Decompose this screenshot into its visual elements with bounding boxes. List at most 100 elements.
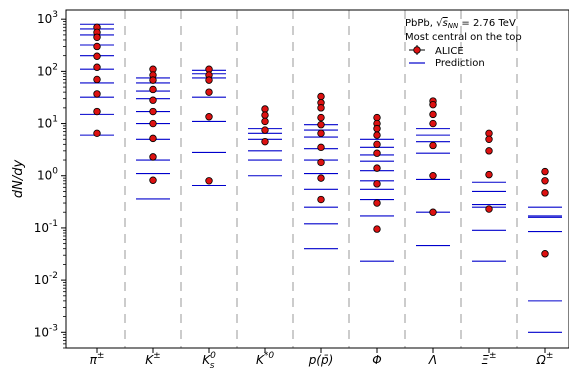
alice-point-K-5 — [149, 107, 157, 116]
alice-point-K0s-2 — [205, 76, 213, 84]
alice-point-p-0 — [317, 92, 325, 101]
y-tick-label--3: 10-3 — [34, 323, 58, 339]
y-tick-exponent: -3 — [49, 323, 58, 333]
y-tick-exponent: -2 — [49, 271, 58, 281]
alice-point-pi-5 — [93, 63, 101, 71]
y-tick-exponent: 1 — [52, 115, 58, 125]
x-tick-label-Omega: Ω± — [536, 351, 554, 367]
y-axis-label: dN/dy — [11, 160, 26, 199]
x-tick-base: Ξ — [481, 353, 489, 367]
y-tick-base: 10 — [37, 12, 52, 26]
alice-point-p-4 — [317, 121, 325, 129]
alice-point-pi-8 — [93, 107, 101, 116]
alice-point-Kstar-4 — [261, 137, 269, 146]
x-tick-superscript: ± — [153, 351, 161, 361]
x-tick-superscript: *0 — [264, 351, 275, 361]
y-tick-label-0: 100 — [37, 167, 58, 183]
annotation-suffix: = 2.76 TeV — [458, 18, 516, 29]
alice-point-phi-3 — [373, 131, 381, 139]
x-tick-label-Lambda: Λ — [428, 353, 437, 367]
alice-point-K-2 — [149, 76, 157, 84]
alice-point-phi-6 — [373, 164, 381, 172]
alice-point-p-2 — [317, 104, 325, 112]
alice-point-phi-7 — [373, 180, 381, 188]
annotation-line-2: Most central on the top — [405, 32, 522, 43]
alice-point-p-6 — [317, 143, 325, 152]
y-tick-label--2: 10-2 — [34, 271, 58, 287]
x-tick-base: Φ — [372, 353, 381, 367]
legend-prediction-label: Prediction — [435, 58, 485, 69]
y-tick-label-1: 101 — [37, 115, 58, 131]
alice-point-Lambda-1 — [429, 100, 437, 109]
alice-point-K-8 — [149, 153, 157, 161]
alice-point-phi-9 — [373, 225, 381, 233]
y-tick-base: 10 — [37, 117, 52, 131]
y-tick-exponent: 3 — [52, 10, 58, 20]
x-tick-base: p(p̄) — [308, 353, 334, 367]
y-tick-label-3: 103 — [37, 10, 58, 26]
x-tick-base: π — [90, 353, 98, 367]
x-tick-superscript: 0 — [210, 351, 216, 361]
plot-frame — [65, 9, 569, 349]
alice-point-Omega-0 — [541, 167, 549, 176]
alice-point-pi-4 — [93, 52, 101, 60]
alice-point-phi-8 — [373, 199, 381, 207]
alice-point-p-7 — [317, 158, 325, 167]
y-tick-label-2: 102 — [37, 62, 58, 78]
x-tick-superscript: ± — [546, 351, 554, 361]
alice-point-p-8 — [317, 174, 325, 182]
alice-point-K-9 — [149, 176, 157, 184]
alice-point-K-6 — [149, 119, 157, 128]
x-tick-label-Xi: Ξ± — [481, 351, 496, 367]
y-tick-base: 10 — [37, 169, 52, 183]
annotation: PbPb, √sNN = 2.76 TeV Most central on th… — [405, 18, 522, 43]
alice-point-p-5 — [317, 129, 325, 138]
alice-point-pi-9 — [93, 129, 101, 138]
y-tick-base: 10 — [34, 325, 49, 339]
legend-alice-label: ALICE — [435, 46, 464, 57]
x-tick-superscript: ± — [489, 351, 497, 361]
alice-point-Kstar-0 — [261, 105, 269, 113]
x-tick-base: K — [256, 353, 265, 367]
category-separators — [124, 10, 518, 348]
y-tick-exponent: -1 — [49, 219, 58, 229]
alice-point-p-9 — [317, 195, 325, 204]
x-tick-label-K0s: K0 s — [202, 351, 216, 370]
alice-series — [93, 23, 549, 258]
legend-alice-marker — [413, 46, 421, 54]
x-tick-label-p: p(p̄) — [308, 353, 334, 367]
alice-point-pi-7 — [93, 90, 101, 98]
x-tick-superscript: ± — [97, 351, 105, 361]
x-tick-base: K — [202, 353, 211, 367]
y-tick-label--1: 10-1 — [34, 219, 58, 235]
x-tick-label-pi: π± — [90, 351, 105, 367]
alice-point-Xi-1 — [485, 135, 493, 143]
alice-point-Xi-3 — [485, 170, 493, 179]
alice-point-p-3 — [317, 113, 325, 122]
x-axis: π± K± K0 s K*0 p(p̄) Φ Λ Ξ± Ω± — [90, 348, 554, 370]
x-tick-base: K — [145, 353, 154, 367]
y-tick-base: 10 — [34, 273, 49, 287]
alice-point-Kstar-1 — [261, 111, 269, 119]
annotation-prefix: PbPb, — [405, 18, 436, 29]
alice-point-pi-6 — [93, 75, 101, 84]
alice-point-K0s-5 — [205, 177, 213, 185]
alice-point-phi-5 — [373, 149, 381, 157]
alice-point-Kstar-3 — [261, 126, 269, 134]
alice-point-K-4 — [149, 96, 157, 104]
alice-point-Kstar-2 — [261, 117, 269, 126]
y-tick-base: 10 — [37, 64, 52, 78]
alice-point-Xi-4 — [485, 205, 493, 213]
x-tick-base: Λ — [428, 353, 437, 367]
y-tick-base: 10 — [34, 221, 49, 235]
y-tick-exponent: 2 — [52, 62, 58, 72]
y-tick-exponent: 0 — [52, 167, 58, 177]
alice-point-phi-4 — [373, 140, 381, 149]
alice-point-Lambda-3 — [429, 119, 437, 128]
alice-point-pi-3 — [93, 42, 101, 51]
annotation-line-1: PbPb, √sNN = 2.76 TeV — [405, 18, 516, 30]
x-tick-label-Kstar: K*0 — [256, 351, 274, 367]
alice-point-Omega-3 — [541, 250, 549, 258]
